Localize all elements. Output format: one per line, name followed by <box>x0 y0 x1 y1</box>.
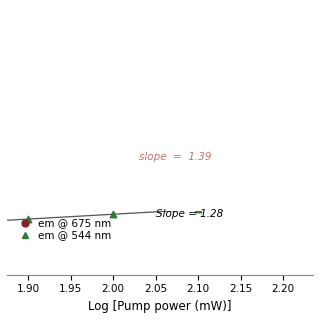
Point <box>298 201 303 206</box>
Point <box>111 212 116 217</box>
Legend: em @ 675 nm, em @ 544 nm: em @ 675 nm, em @ 544 nm <box>12 216 114 242</box>
Point <box>298 150 303 156</box>
Point <box>264 203 269 208</box>
Text: Slope = 1.28: Slope = 1.28 <box>156 209 223 219</box>
Text: slope  =  1.39: slope = 1.39 <box>139 152 211 162</box>
X-axis label: Log [Pump power (mW)]: Log [Pump power (mW)] <box>88 300 232 313</box>
Point <box>264 153 269 158</box>
Point <box>196 207 201 212</box>
Point <box>26 217 31 222</box>
Point <box>26 167 31 172</box>
Point <box>111 162 116 167</box>
Point <box>196 157 201 162</box>
